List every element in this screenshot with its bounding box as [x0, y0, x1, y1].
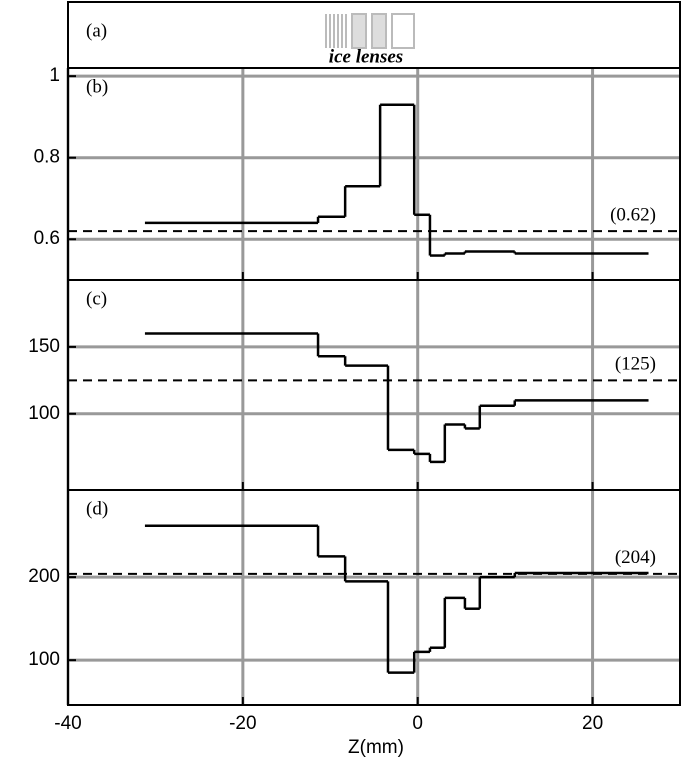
y-tick-label: 200	[28, 566, 60, 587]
annotation: ice lenses	[329, 46, 403, 67]
x-tick-label: -20	[229, 713, 256, 734]
y-tick-label: 1	[49, 65, 60, 86]
reference-label: (0.62)	[610, 204, 656, 225]
reference-label: (125)	[615, 354, 656, 375]
panel-frame	[67, 67, 681, 281]
panel-label: (c)	[86, 288, 107, 309]
y-tick-label: 0.6	[34, 228, 60, 249]
panel-label: (b)	[86, 76, 108, 97]
y-tick-label: 100	[28, 649, 60, 670]
panel-frame	[67, 489, 681, 706]
x-axis-label: Z(mm)	[348, 737, 404, 758]
panel-frame	[67, 279, 681, 491]
x-tick-label: -40	[54, 713, 81, 734]
ice-lens-icon	[325, 13, 415, 49]
x-tick-label: 0	[412, 713, 423, 734]
x-tick-label: 20	[582, 713, 603, 734]
y-tick-label: 100	[28, 403, 60, 424]
y-tick-label: 150	[28, 336, 60, 357]
panel-label: (d)	[86, 498, 108, 519]
panel-label: (a)	[86, 20, 107, 41]
reference-label: (204)	[615, 547, 656, 568]
y-tick-label: 0.8	[34, 147, 60, 168]
